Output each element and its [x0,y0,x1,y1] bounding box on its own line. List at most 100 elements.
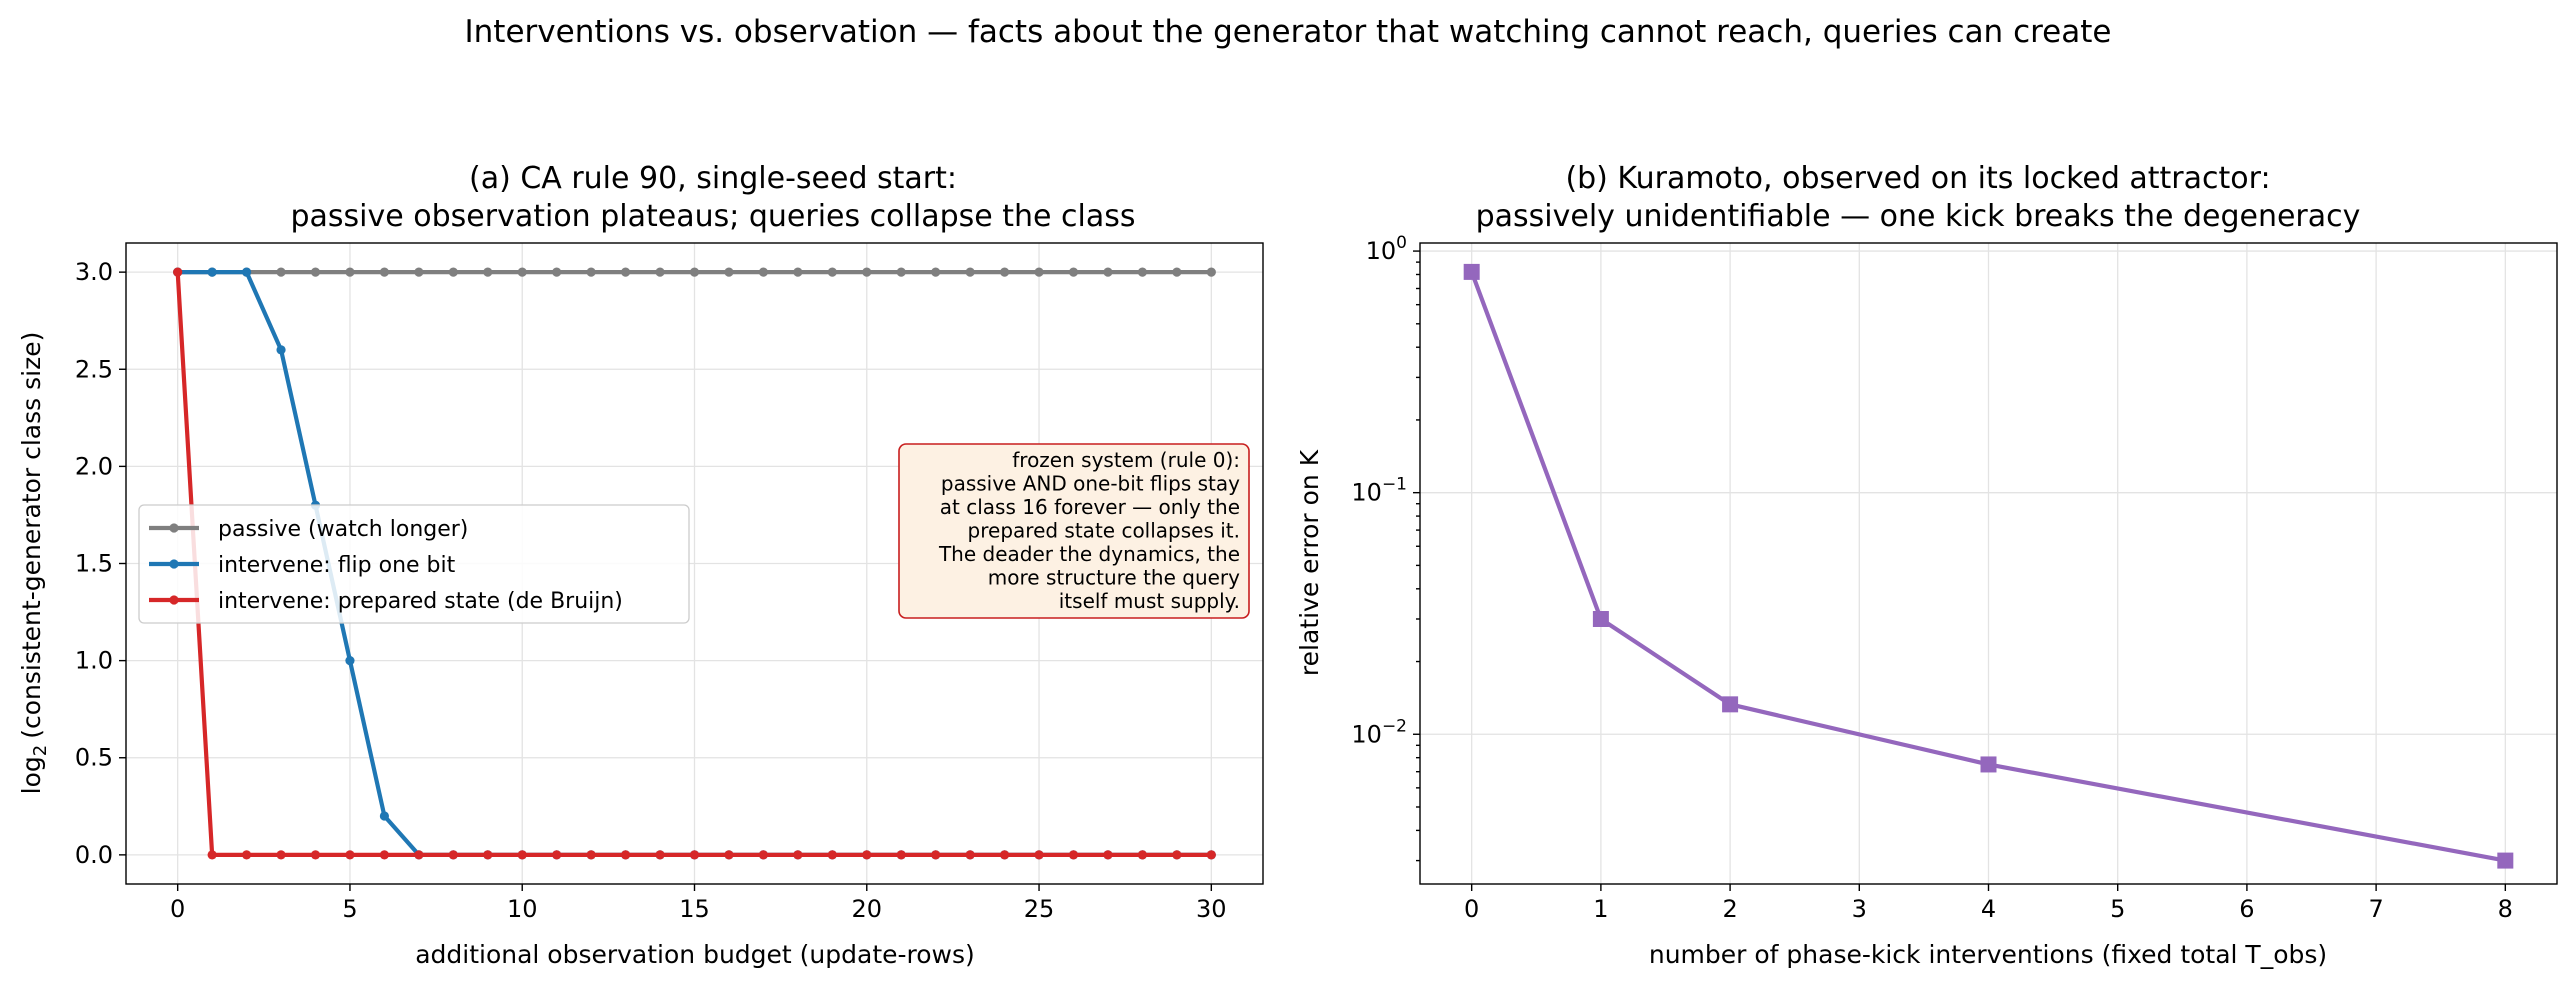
data-point [310,850,321,860]
x-tick-label: 10 [507,895,538,923]
data-point [827,850,837,860]
data-point [310,267,321,277]
annotation-line: passive AND one-bit flips stay [941,472,1240,496]
data-point [965,267,975,277]
data-point [241,267,252,277]
x-tick-label: 7 [2368,895,2383,923]
data-point [1463,263,1480,280]
data-point [1103,850,1113,860]
legend-swatch-marker [169,523,179,533]
x-tick-label: 15 [679,895,710,923]
data-point [896,850,906,860]
legend-entry-label: passive (watch longer) [218,517,468,542]
data-point [552,850,562,860]
x-tick-label: 1 [1593,895,1608,923]
y-tick-label: 1.0 [75,647,113,675]
data-point [414,850,424,860]
data-point [345,267,355,277]
data-point [931,850,941,860]
annotation-line: frozen system (rule 0): [1012,448,1240,472]
panel-a-title-line2: passive observation plateaus; queries co… [291,199,1136,234]
data-point [345,850,355,860]
data-point [724,850,734,860]
x-tick-label: 20 [851,895,882,923]
legend-frame [138,504,690,624]
annotation-box [898,443,1250,619]
data-point [689,850,700,860]
data-point [655,267,665,277]
data-point [1206,850,1216,860]
data-point [724,267,734,277]
x-tick-label: 25 [1024,895,1055,923]
data-point [379,850,390,860]
panel-b-ticks: 0 1 2 3 4 5 6 7 8 100 10−1 10−2 [1351,233,2513,923]
data-point [207,267,217,277]
data-point [931,267,941,277]
legend-entry-label: intervene: flip one bit [218,553,456,578]
data-point [1722,696,1739,713]
y-tick-label: 100 [1366,233,1407,265]
data-point [999,850,1010,860]
panel-b: (b) Kuramoto, observed on its locked att… [1295,161,2558,969]
y-tick-label: 0.0 [75,841,113,869]
x-tick-label: 2 [1722,895,1737,923]
panel-a: (a) CA rule 90, single-seed start: passi… [17,161,1264,969]
data-point [655,850,665,860]
x-tick-label: 0 [170,895,185,923]
data-point [1103,267,1113,277]
data-point [241,850,252,860]
annotation-line: itself must supply. [1059,589,1240,613]
data-point [586,267,596,277]
data-point [483,267,493,277]
data-point [1172,850,1182,860]
data-point [620,850,631,860]
data-point [2497,852,2514,869]
data-point [862,267,872,277]
data-point [483,850,493,860]
x-tick-label: 0 [1464,895,1479,923]
data-point [793,267,803,277]
annotation-line: The deader the dynamics, the [938,542,1240,566]
data-point [552,267,562,277]
legend-swatch-marker [169,559,179,569]
legend-entry-label: intervene: prepared state (de Bruijn) [218,589,623,614]
data-point [379,267,390,277]
x-tick-label: 4 [1981,895,1996,923]
y-tick-label: 0.5 [75,744,113,772]
y-tick-label: 3.0 [75,258,113,286]
x-tick-label: 3 [1852,895,1867,923]
x-tick-label: 30 [1196,895,1227,923]
y-tick-label: 10−1 [1351,475,1407,507]
data-point [793,850,803,860]
data-point [999,267,1010,277]
data-point [207,850,217,860]
y-tick-label: 2.5 [75,355,113,383]
panel-a-ylabel: log2 (consistent-generator class size) [17,332,51,795]
data-point [517,850,527,860]
data-point [448,267,458,277]
data-point [862,850,872,860]
data-point [758,267,769,277]
y-tick-label: 2.0 [75,452,113,480]
data-point [689,267,700,277]
data-point [758,850,769,860]
data-point [276,267,286,277]
data-point [1068,267,1079,277]
data-point [896,267,906,277]
panel-a-ylabel-sub: 2 [30,745,51,756]
panel-a-legend: passive (watch longer) intervene: flip on… [138,504,690,624]
panel-a-ylabel-pre: log [17,756,46,794]
data-point [276,345,286,355]
data-point [379,811,390,821]
annotation-line: at class 16 forever — only the [940,495,1240,519]
data-point [517,267,527,277]
legend-swatch-marker [169,595,179,605]
data-point [448,850,458,860]
panel-b-ylabel: relative error on K [1295,449,1324,676]
data-point [1137,267,1148,277]
panel-a-ylabel-post: (consistent-generator class size) [17,332,46,739]
y-tick-label: 10−2 [1351,716,1407,748]
data-point [276,850,286,860]
data-point [586,850,596,860]
